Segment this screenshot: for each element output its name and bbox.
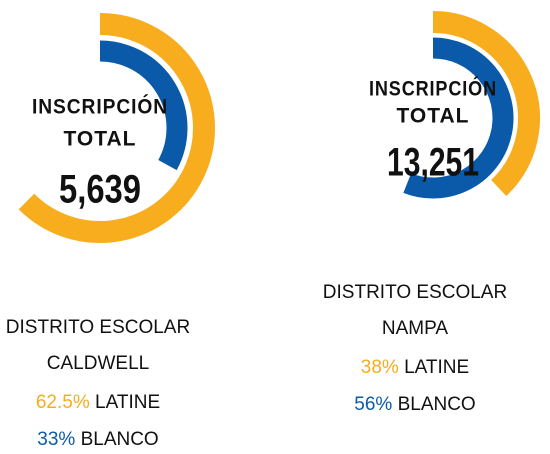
- center-title: INSCRIPCIÓN: [369, 77, 497, 101]
- ring-arc: [403, 37, 514, 199]
- ring-arc: [99, 40, 188, 171]
- legend-name: BLANCO: [398, 394, 476, 415]
- legend-value: 62.5%: [36, 392, 90, 413]
- center-title: TOTAL: [63, 128, 136, 151]
- legend-value: 33%: [37, 429, 75, 450]
- legend-entry: 38% LATINE: [361, 357, 469, 378]
- district-name: NAMPA: [382, 318, 448, 339]
- district-name: CALDWELL: [47, 353, 149, 374]
- legend-name: LATINE: [95, 392, 160, 413]
- center-title: INSCRIPCIÓN: [32, 95, 168, 119]
- district-label: DISTRITO ESCOLAR: [323, 282, 507, 303]
- ring-arc: [432, 11, 540, 196]
- legend-name: BLANCO: [81, 429, 159, 450]
- total-value: 5,639: [59, 168, 141, 212]
- legend-value: 56%: [354, 394, 392, 415]
- legend-name: LATINE: [404, 357, 469, 378]
- legend-entry: 62.5% LATINE: [36, 392, 160, 413]
- center-title: TOTAL: [396, 105, 469, 128]
- legend-value: 38%: [361, 357, 399, 378]
- district-label: DISTRITO ESCOLAR: [6, 317, 190, 338]
- legend-entry: 33% BLANCO: [37, 429, 158, 450]
- ring-arc: [18, 13, 215, 243]
- total-value: 13,251: [387, 141, 479, 185]
- legend-entry: 56% BLANCO: [354, 394, 475, 415]
